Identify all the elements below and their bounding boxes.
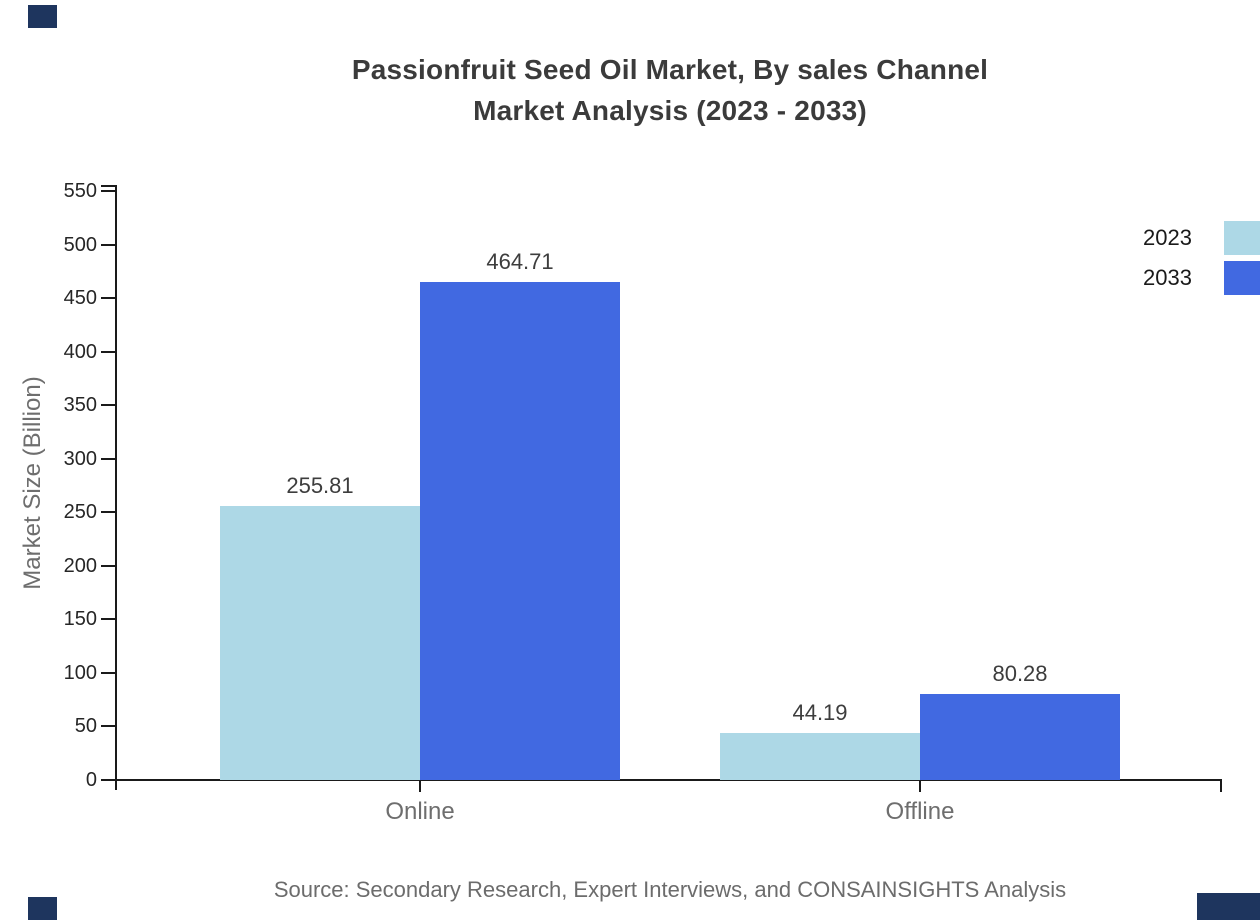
y-axis-top-cap [101,185,117,187]
legend-swatch-2033 [1224,261,1260,295]
y-tick-label-350: 350 [63,394,97,416]
x-axis-end-cap [1220,779,1222,792]
bar-online-2033 [420,282,620,780]
y-tick-250 [101,511,116,513]
y-tick-label-400: 400 [63,341,97,363]
y-tick-label-250: 250 [63,501,97,523]
bar-value-label-offline-2033: 80.28 [992,661,1048,686]
x-axis-spine [115,779,1222,781]
x-tick-online [419,780,421,792]
x-tick-offline [919,780,921,792]
brand-corner-mark-bottom-right [1197,893,1260,920]
bar-online-2023 [220,506,420,780]
y-tick-550 [101,190,116,192]
brand-corner-mark-bottom-left [28,897,57,920]
bar-value-label-offline-2023: 44.19 [792,700,848,725]
y-tick-100 [101,672,116,674]
bar-offline-2033 [920,694,1120,780]
y-tick-label-300: 300 [63,448,97,470]
y-axis-spine [115,186,117,790]
y-tick-label-200: 200 [63,555,97,577]
chart-title-line2: Market Analysis (2023 - 2033) [473,95,867,126]
brand-corner-mark-top-left [28,5,57,28]
legend-item-2033: 2033 [1143,261,1260,295]
legend: 2023 2033 [1143,221,1260,295]
legend-item-2023: 2023 [1143,221,1260,255]
y-tick-label-50: 50 [74,715,97,737]
y-tick-0 [101,779,116,781]
chart-title-line1: Passionfruit Seed Oil Market, By sales C… [351,54,989,85]
legend-swatch-2023 [1224,221,1260,255]
y-tick-350 [101,404,116,406]
bar-value-label-online-2023: 255.81 [286,473,354,498]
y-tick-label-100: 100 [63,662,97,684]
y-tick-500 [101,244,116,246]
chart-title: Passionfruit Seed Oil Market, By sales C… [80,49,1260,131]
y-tick-label-0: 0 [85,769,97,791]
y-tick-300 [101,458,116,460]
y-tick-label-450: 450 [63,287,97,309]
source-note: Source: Secondary Research, Expert Inter… [273,877,1067,902]
y-tick-label-550: 550 [63,180,97,202]
y-tick-label-500: 500 [63,234,97,256]
y-tick-150 [101,618,116,620]
y-tick-label-150: 150 [63,608,97,630]
bar-value-label-online-2033: 464.71 [486,249,554,274]
legend-label-2033: 2033 [1143,265,1192,290]
category-label-online: Online [385,798,455,825]
y-tick-50 [101,725,116,727]
category-label-offline: Offline [885,798,955,825]
y-tick-450 [101,297,116,299]
y-tick-200 [101,565,116,567]
y-tick-400 [101,351,116,353]
legend-label-2023: 2023 [1143,225,1192,250]
bar-offline-2023 [720,733,920,780]
